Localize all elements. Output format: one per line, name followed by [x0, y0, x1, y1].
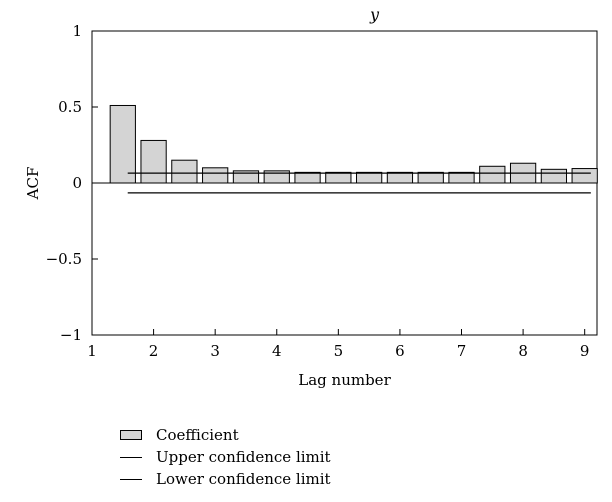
x-axis-label: Lag number	[298, 371, 391, 389]
plot-area: y 1 0.5 0 −0.5 −1 1 2 3 4 5 6 7 8 9 Lag number ACF	[24, 5, 598, 389]
lower-limit-line-icon	[120, 478, 142, 480]
acf-bar	[232, 170, 260, 184]
acf-bar	[140, 139, 167, 184]
x-tick-label: 4	[272, 342, 282, 360]
acf-bar	[109, 104, 136, 184]
legend-item-coefficient: Coefficient	[120, 424, 480, 446]
x-tick-label: 5	[334, 342, 344, 360]
upper-limit-line-icon	[120, 456, 142, 458]
legend-label-upper-confidence-limit: Upper confidence limit	[156, 448, 331, 466]
acf-bar	[571, 168, 598, 184]
x-tick-label: 9	[580, 342, 590, 360]
legend-label-lower-confidence-limit: Lower confidence limit	[156, 470, 331, 488]
x-tick-label: 3	[210, 342, 220, 360]
x-tick-label: 8	[518, 342, 528, 360]
acf-bar	[202, 167, 229, 184]
chart-title: y	[369, 5, 380, 24]
acf-bar	[479, 165, 506, 184]
acf-bar	[294, 171, 321, 184]
x-tick-label: 2	[149, 342, 159, 360]
acf-bar	[263, 170, 290, 184]
legend-item-lower-confidence-limit: Lower confidence limit	[120, 468, 480, 490]
legend-label-coefficient: Coefficient	[156, 426, 239, 444]
acf-bar	[325, 171, 352, 184]
legend: Coefficient Upper confidence limit Lower…	[120, 424, 480, 490]
y-tick-label: −1	[60, 326, 82, 344]
acf-bar	[171, 159, 198, 184]
acf-bar	[386, 171, 414, 184]
y-tick-label: −0.5	[46, 250, 82, 268]
coefficient-swatch-icon	[120, 430, 142, 440]
y-tick-label: 0	[72, 174, 82, 192]
x-tick-label: 7	[457, 342, 467, 360]
x-tick-label: 1	[87, 342, 97, 360]
x-tick-label: 6	[395, 342, 405, 360]
y-tick-label: 0.5	[58, 98, 82, 116]
acf-bar	[417, 171, 444, 184]
y-axis-label: ACF	[24, 167, 42, 201]
legend-item-upper-confidence-limit: Upper confidence limit	[120, 446, 480, 468]
acf-bar	[540, 168, 568, 184]
acf-bar	[356, 171, 383, 184]
acf-bar	[448, 171, 475, 184]
y-tick-label: 1	[72, 22, 82, 40]
